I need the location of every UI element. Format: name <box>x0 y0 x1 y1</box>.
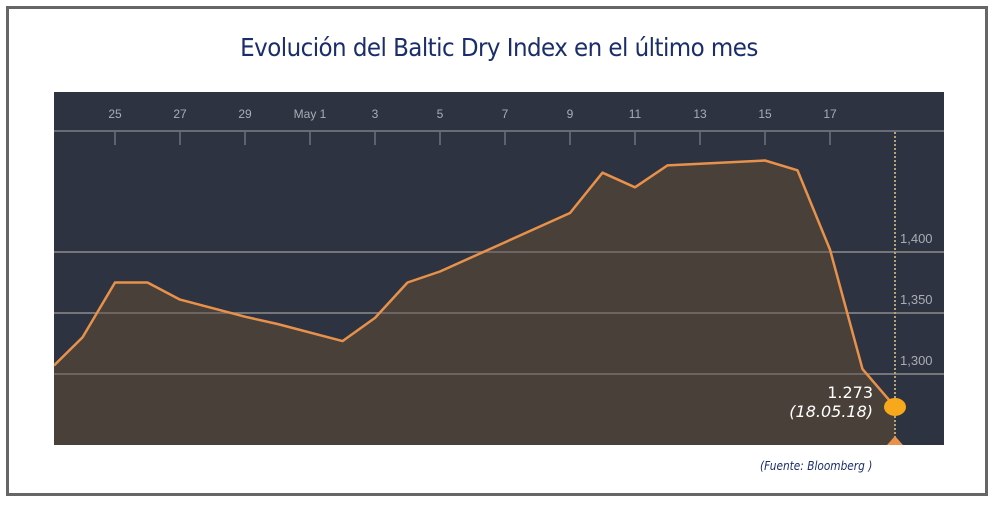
y-axis-label: 1,400 <box>900 231 933 246</box>
x-axis-label: 15 <box>758 107 772 121</box>
last-value-callout: 1.273 (18.05.18) <box>789 383 873 421</box>
area-fill <box>54 160 895 445</box>
x-axis-label: 11 <box>628 107 642 121</box>
chart-title: Evolución del Baltic Dry Index en el últ… <box>240 33 758 62</box>
x-axis-label: 29 <box>238 107 252 121</box>
x-axis-label: 3 <box>371 107 379 121</box>
x-axis-label: 13 <box>693 107 707 121</box>
callout-value: 1.273 <box>827 382 873 402</box>
data-line <box>54 159 896 408</box>
plot-svg <box>54 130 944 445</box>
y-axis-label: 1,300 <box>900 353 933 368</box>
x-axis-label: May 1 <box>293 107 327 121</box>
plot-area: 25 27 29 May 1 3 5 7 9 11 13 15 17 1,400 1,350 1,300 … <box>54 92 944 445</box>
callout-date: (18.05.18) <box>789 401 873 421</box>
x-axis-label: 17 <box>823 107 837 121</box>
x-axis-label: 9 <box>566 107 574 121</box>
x-axis-label: 27 <box>173 107 187 121</box>
source-note: (Fuente: Bloomberg ) <box>760 459 873 473</box>
x-axis-label: 25 <box>108 107 122 121</box>
y-axis-label: 1,350 <box>900 292 933 307</box>
x-axis-label: 5 <box>436 107 444 121</box>
last-point-marker[interactable] <box>884 397 906 416</box>
x-axis-label: 7 <box>501 107 509 121</box>
x-position-marker-icon <box>887 436 903 445</box>
